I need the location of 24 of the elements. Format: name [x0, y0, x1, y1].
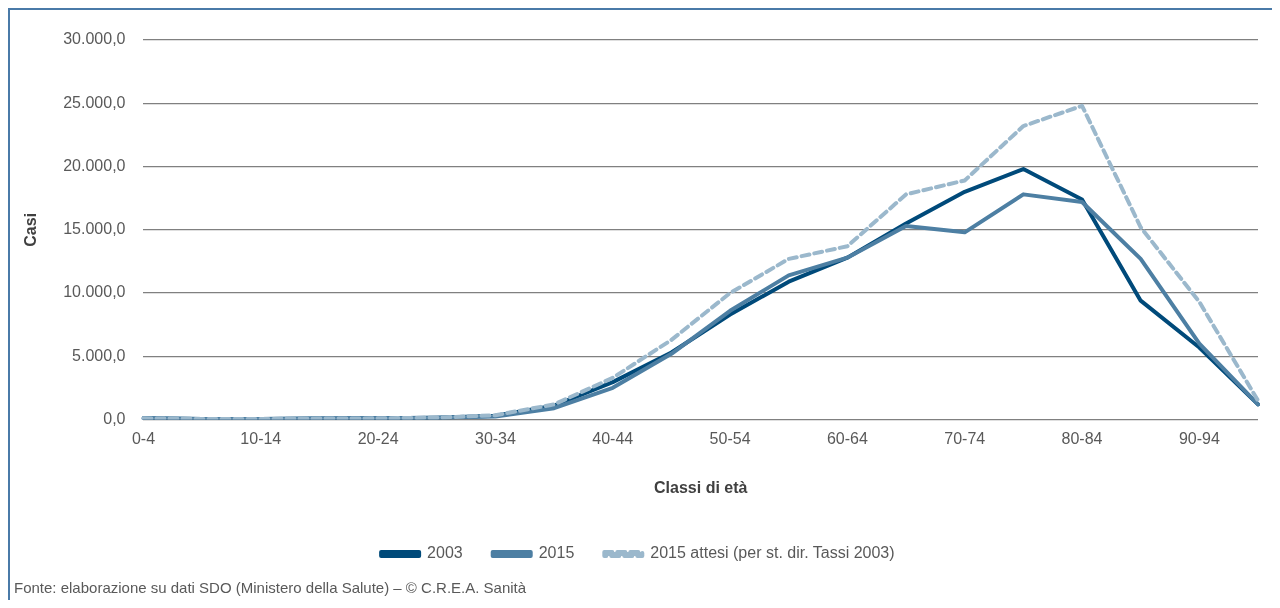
x-tick-label: 60-64: [826, 429, 868, 447]
source-note: Fonte: elaborazione su dati SDO (Ministero della Salute) – © C.R.E.A. Sanità: [14, 578, 527, 596]
y-tick-label: 30.000,0: [63, 30, 126, 48]
x-tick-label: 80-84: [1061, 429, 1103, 447]
x-axis-title: Classi di età: [654, 478, 748, 496]
legend-label: 2015 attesi (per st. dir. Tassi 2003): [650, 544, 895, 562]
legend-label: 2003: [427, 544, 463, 562]
y-axis-title: Casi: [22, 212, 40, 247]
x-tick-label: 0-4: [131, 429, 156, 447]
legend-label: 2015: [538, 544, 575, 562]
x-tick-label: 90-94: [1178, 429, 1220, 447]
y-tick-label: 20.000,0: [63, 156, 126, 174]
y-tick-label: 15.000,0: [63, 220, 126, 238]
x-tick-label: 50-54: [709, 429, 751, 447]
x-tick-label: 30-34: [474, 429, 516, 447]
x-tick-label: 40-44: [592, 429, 634, 447]
x-tick-label: 20-24: [357, 429, 399, 447]
x-tick-label: 70-74: [944, 429, 986, 447]
y-tick-label: 10.000,0: [63, 283, 126, 301]
y-tick-label: 0,0: [103, 410, 126, 428]
line-series: [141, 103, 1260, 420]
y-tick-label: 5.000,0: [72, 346, 126, 364]
y-tick-label: 25.000,0: [63, 93, 126, 111]
x-tick-label: 10-14: [240, 429, 282, 447]
